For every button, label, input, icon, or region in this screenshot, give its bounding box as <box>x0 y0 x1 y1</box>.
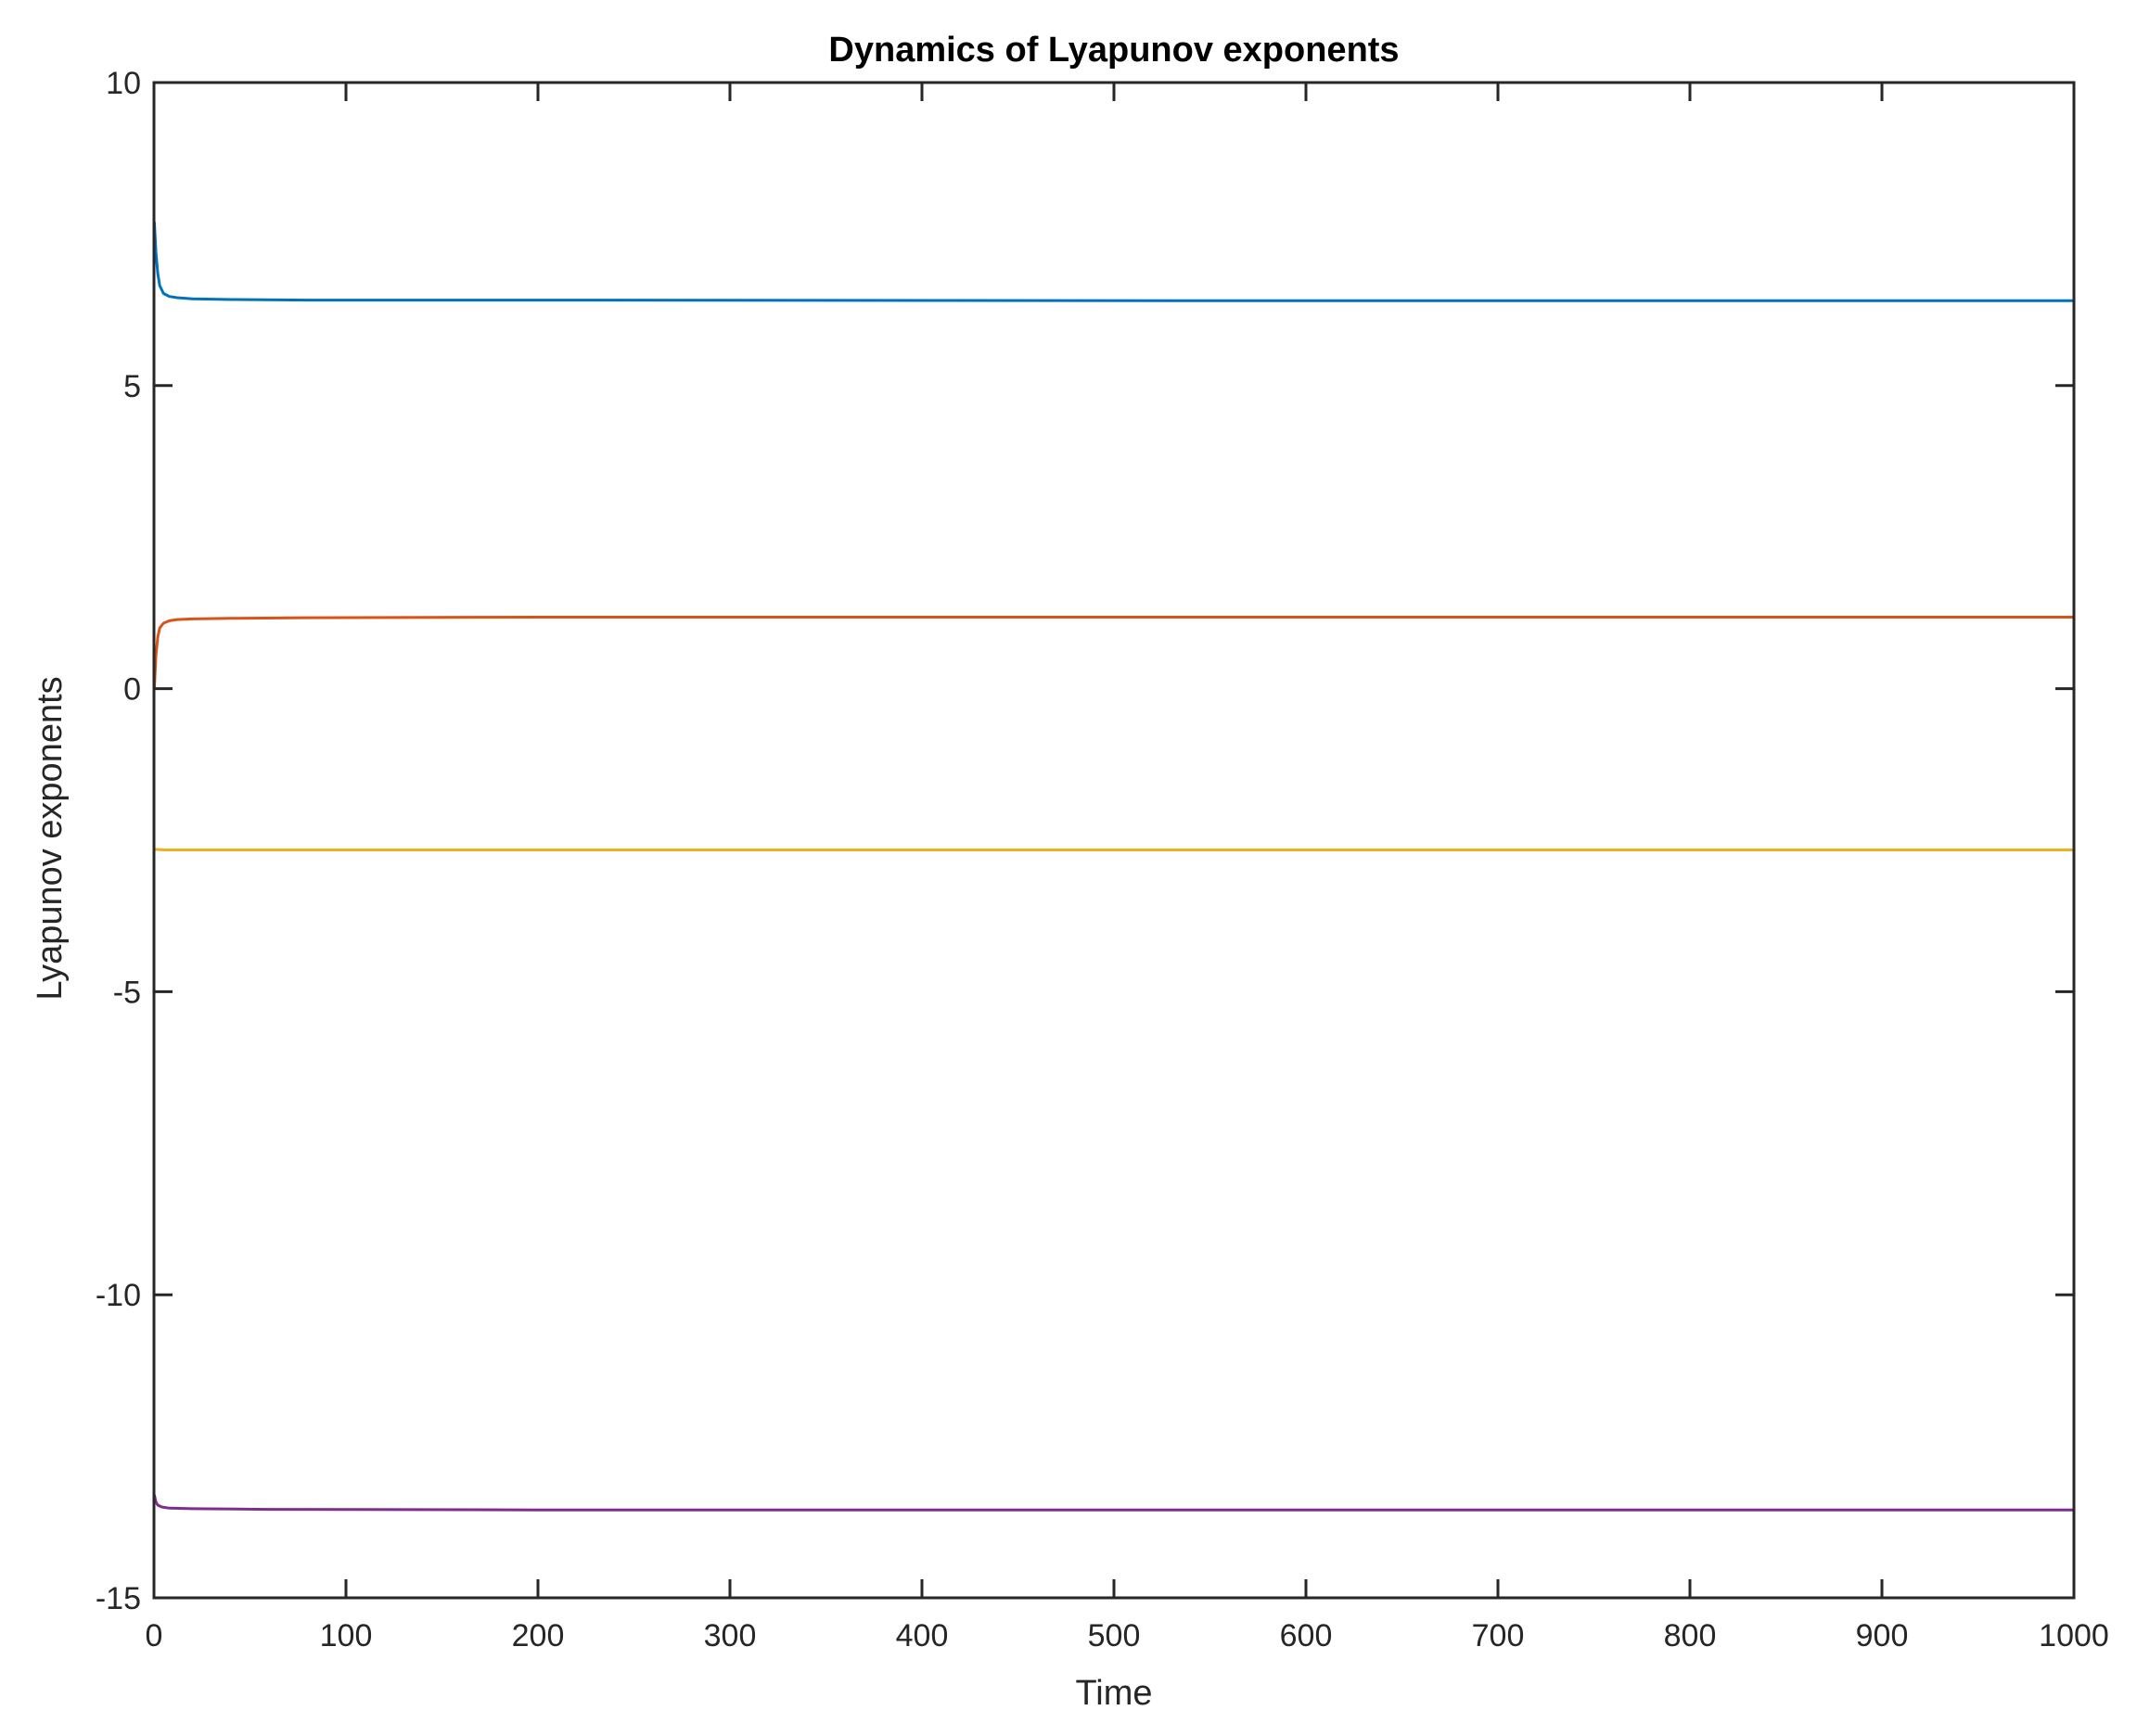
y-tick-label: 0 <box>123 672 141 708</box>
series-line-4 <box>152 1494 2074 1512</box>
tick-labels: 0 100 200 300 400 500 600 700 800 900 1000-15-10-5… <box>96 66 2109 1653</box>
x-tick-label: 400 <box>896 1618 949 1653</box>
y-tick-label: 5 <box>123 369 141 404</box>
y-tick-label: -10 <box>96 1278 141 1313</box>
x-axis-title: Time <box>1075 1674 1152 1713</box>
series-layer <box>152 222 2074 1512</box>
x-tick-label: 600 <box>1280 1618 1333 1653</box>
x-tick-label: 1000 <box>2039 1618 2109 1653</box>
y-tick-label: 10 <box>106 66 141 101</box>
x-tick-label: 100 <box>320 1618 373 1653</box>
axes-layer <box>152 81 2076 1600</box>
x-tick-label: 0 <box>146 1618 163 1653</box>
y-tick-label: -5 <box>113 975 141 1010</box>
chart-title: Dynamics of Lyapunov exponents <box>828 31 1399 70</box>
x-tick-label: 500 <box>1088 1618 1141 1653</box>
x-tick-label: 800 <box>1664 1618 1717 1653</box>
series-line-2 <box>152 616 2074 689</box>
x-tick-label: 300 <box>704 1618 757 1653</box>
x-tick-label: 200 <box>512 1618 565 1653</box>
x-tick-label: 900 <box>1856 1618 1909 1653</box>
series-line-1 <box>152 222 2074 302</box>
series-line-3 <box>153 848 2074 851</box>
x-tick-label: 700 <box>1472 1618 1525 1653</box>
y-axis-title: Lyapunov exponents <box>31 676 70 1000</box>
y-tick-label: -15 <box>96 1581 141 1616</box>
